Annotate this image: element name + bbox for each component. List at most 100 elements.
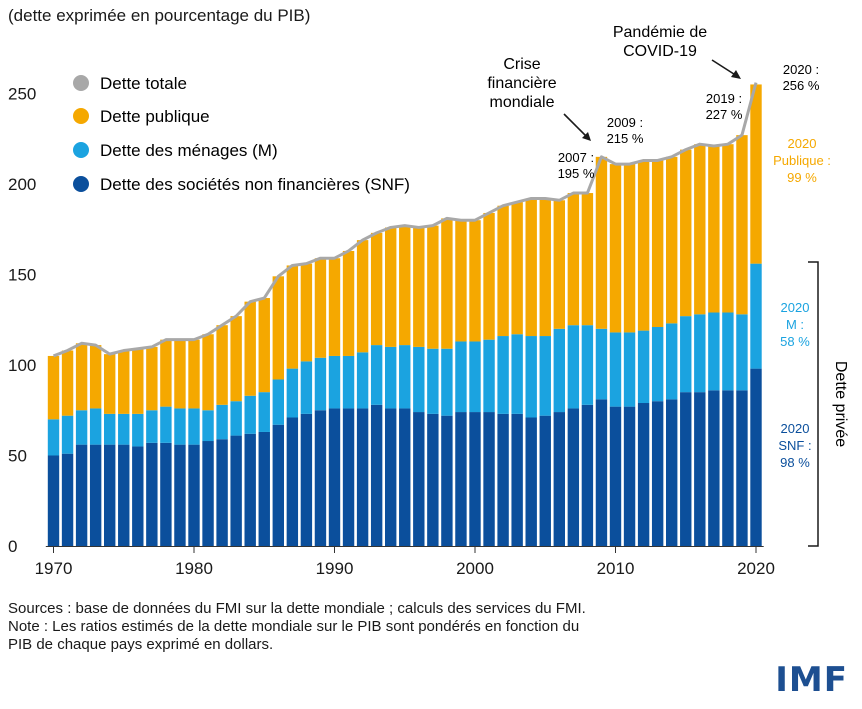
footer-notes: Sources : base de données du FMI sur la …: [8, 600, 586, 654]
bar-segment-snf: [328, 408, 341, 546]
y-tick-label: 200: [8, 175, 36, 194]
bar-segment-menages: [736, 314, 748, 391]
bar-segment-menages: [160, 406, 172, 443]
bar-segment-snf: [651, 401, 664, 546]
annotation-covid-arrowhead: [731, 70, 741, 79]
y-tick-label: 100: [8, 356, 36, 375]
annotation-crise-line3: mondiale: [490, 94, 555, 111]
bar-segment-snf: [286, 417, 299, 546]
bar-segment-publique: [230, 316, 242, 402]
annotation-2007-line1: 2007 :: [558, 150, 594, 165]
bar-segment-menages: [61, 415, 74, 454]
bar-segment-publique: [286, 265, 299, 369]
annotation-2020-menages-line3: 58 %: [780, 334, 810, 349]
bar-segment-snf: [722, 390, 734, 546]
bar-segment-publique: [525, 198, 537, 337]
bar-segment-publique: [75, 343, 88, 411]
bar-segment-publique: [47, 355, 60, 420]
bar-segment-publique: [399, 225, 411, 346]
bar-segment-publique: [342, 250, 355, 356]
bar-segment-menages: [328, 355, 341, 409]
bar-segment-publique: [455, 220, 467, 342]
bar-segment-menages: [511, 334, 523, 414]
annotation-2009-line1: 2009 :: [607, 115, 643, 130]
bar-segment-publique: [188, 339, 200, 409]
x-tick-label: 2020: [737, 559, 775, 578]
bar-segment-menages: [342, 355, 355, 409]
bar-segment-snf: [132, 446, 144, 546]
bar-segment-snf: [609, 406, 622, 546]
private-debt-brace: [808, 261, 819, 547]
bar-segment-publique: [736, 135, 748, 315]
bar-segment-snf: [680, 392, 692, 546]
bar-segment-menages: [399, 345, 411, 409]
bar-segment-publique: [174, 339, 186, 409]
bar-segment-publique: [595, 156, 608, 329]
bar-segment-snf: [694, 392, 706, 546]
bar-segment-publique: [497, 205, 509, 337]
annotation-crise-line2: financière: [487, 75, 556, 92]
legend-label-total: Dette totale: [100, 74, 187, 93]
legend-swatch-snf: [73, 176, 89, 192]
bar-segment-snf: [553, 412, 565, 546]
bar-segment-menages: [188, 408, 200, 445]
annotation-2020-snf-line3: 98 %: [780, 455, 810, 470]
bar-segment-snf: [272, 424, 284, 546]
bar-segment-snf: [230, 435, 242, 546]
annotation-2020-public-line3: 99 %: [787, 170, 817, 185]
bar-segment-menages: [483, 339, 495, 413]
bar-segment-publique: [581, 193, 594, 326]
annotation-2020-total: 2020 : 256 %: [783, 62, 820, 93]
annotation-crise-arrowhead: [582, 132, 591, 141]
bar-segment-menages: [567, 325, 580, 409]
bar-segment-menages: [174, 408, 186, 445]
y-tick-label: 250: [8, 85, 36, 104]
bar-segment-menages: [637, 330, 650, 404]
bar-segment-publique: [385, 227, 397, 347]
bar-segment-publique: [356, 240, 369, 353]
bar-segment-snf: [666, 399, 678, 546]
bar-segment-snf: [216, 439, 228, 546]
bar-segment-publique: [708, 145, 720, 313]
annotation-2020-public-line2: Publique :: [773, 153, 831, 168]
bar-segment-publique: [511, 202, 523, 335]
bar-segment-snf: [314, 410, 327, 546]
annotation-2020-menages-line2: M :: [786, 317, 804, 332]
legend-label-snf: Dette des sociétés non financières (SNF): [100, 175, 410, 194]
annotation-2009-line2: 215 %: [607, 131, 644, 146]
bar-segment-snf: [174, 444, 186, 546]
bar-segment-publique: [132, 348, 144, 414]
bar-segment-snf: [258, 431, 270, 546]
bar-segment-snf: [637, 403, 650, 546]
bar-segment-publique: [314, 258, 327, 358]
bar-segment-publique: [427, 225, 439, 349]
bar-segment-menages: [441, 348, 453, 416]
annotation-2019-line2: 227 %: [706, 107, 743, 122]
bar-segment-snf: [539, 415, 551, 546]
bar-segment-publique: [553, 200, 565, 329]
bar-segment-menages: [539, 336, 551, 416]
bar-segment-snf: [146, 442, 158, 546]
bar-segment-publique: [483, 212, 495, 340]
bar-segment-menages: [497, 336, 509, 414]
annotation-2007-line2: 195 %: [558, 166, 595, 181]
bar-segment-publique: [567, 193, 580, 326]
bar-segment-publique: [623, 164, 636, 333]
bar-segment-menages: [118, 413, 130, 445]
bar-segment-publique: [370, 232, 383, 346]
bar-segment-publique: [61, 350, 74, 416]
chart-subtitle: (dette exprimée en pourcentage du PIB): [8, 6, 311, 25]
bar-segment-publique: [539, 198, 551, 337]
annotation-2020-menages: 2020 M : 58 %: [780, 300, 810, 349]
total-debt-line: [52, 82, 758, 358]
bar-segment-publique: [202, 334, 214, 411]
x-tick-label: 1990: [316, 559, 354, 578]
bar-segment-snf: [75, 444, 88, 546]
bar-segment-menages: [286, 368, 299, 418]
bar-segment-publique: [694, 144, 706, 315]
bar-segment-publique: [637, 160, 650, 331]
bar-segment-menages: [708, 312, 720, 391]
bar-segment-menages: [47, 419, 60, 456]
annotation-2020-public: 2020 Publique : 99 %: [773, 136, 831, 185]
annotation-2020-menages-line1: 2020: [781, 300, 810, 315]
